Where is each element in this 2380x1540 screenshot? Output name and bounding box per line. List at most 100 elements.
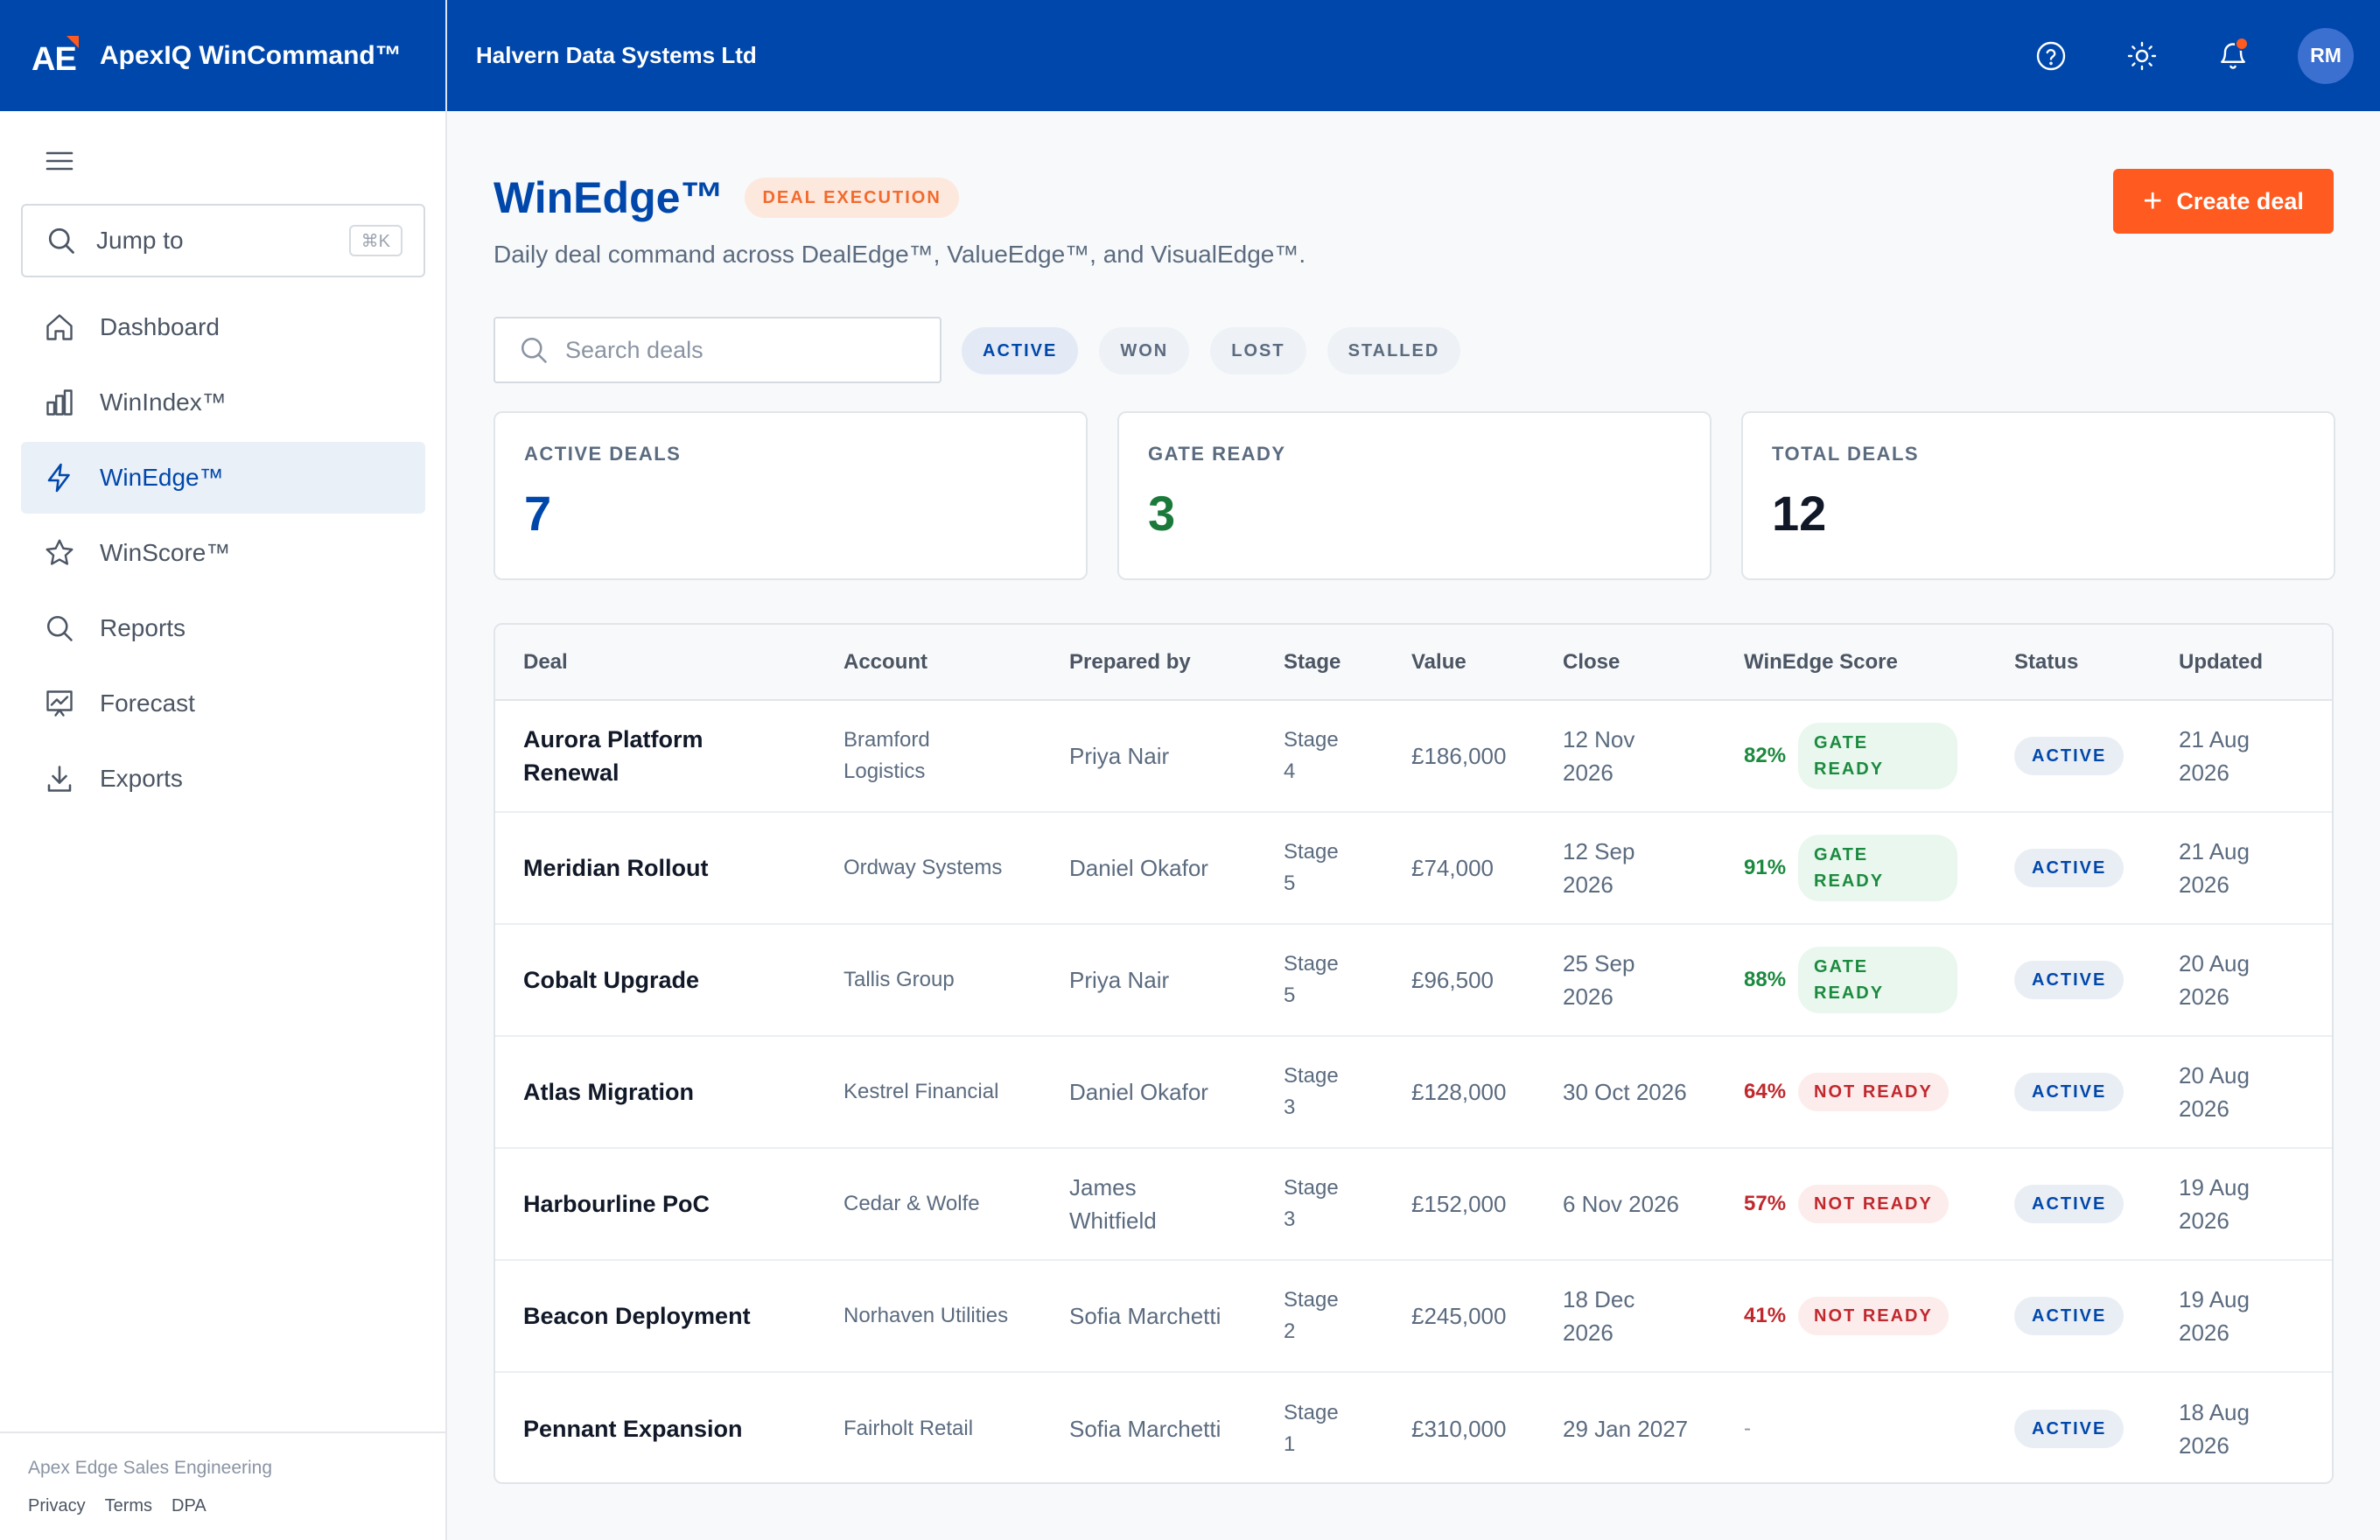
notifications-button[interactable]: [2207, 30, 2259, 82]
org-name: Halvern Data Systems Ltd: [476, 42, 757, 68]
status-badge: ACTIVE: [2014, 1185, 2124, 1223]
deal-name[interactable]: Meridian Rollout: [523, 855, 709, 881]
column-header-deal[interactable]: Deal: [495, 625, 816, 701]
table-row[interactable]: Harbourline PoC Cedar & Wolfe James Whit…: [495, 1148, 2332, 1260]
deal-name[interactable]: Aurora Platform Renewal: [523, 726, 704, 786]
filter-chip-won[interactable]: WON: [1099, 327, 1190, 374]
brand[interactable]: AE ApexIQ WinCommand™: [0, 0, 447, 111]
menu-toggle-button[interactable]: [44, 148, 75, 174]
column-header-score[interactable]: WinEdge Score: [1716, 625, 1986, 701]
column-header-stage[interactable]: Stage: [1256, 625, 1383, 701]
prepared-by: Sofia Marchetti: [1069, 1303, 1222, 1329]
sidebar: Jump to ⌘K Dashboard WinIndex™ WinEdge™: [0, 111, 447, 1540]
readiness-badge: NOT READY: [1798, 1073, 1949, 1111]
deal-stage: Stage 3: [1284, 1064, 1339, 1119]
user-avatar[interactable]: RM: [2298, 27, 2354, 84]
help-button[interactable]: [2025, 30, 2077, 82]
logo-accent: [66, 35, 79, 48]
status-badge: ACTIVE: [2014, 737, 2124, 775]
prepared-by: Daniel Okafor: [1069, 1079, 1208, 1105]
deal-name[interactable]: Atlas Migration: [523, 1079, 695, 1105]
deal-value: £310,000: [1411, 1415, 1507, 1442]
prepared-by: James Whitfield: [1069, 1174, 1157, 1234]
deal-name[interactable]: Cobalt Upgrade: [523, 967, 700, 993]
score-percent: 57%: [1744, 1192, 1787, 1215]
company-name: Apex Edge Sales Engineering: [28, 1458, 273, 1478]
prepared-by: Sofia Marchetti: [1069, 1415, 1222, 1442]
deal-value: £128,000: [1411, 1079, 1507, 1105]
filter-chip-stalled[interactable]: STALLED: [1326, 327, 1461, 374]
sidebar-item-reports[interactable]: Reports: [21, 592, 425, 664]
column-header-prepared-by[interactable]: Prepared by: [1041, 625, 1256, 701]
theme-toggle-button[interactable]: [2116, 30, 2168, 82]
account-name: Fairholt Retail: [844, 1416, 974, 1440]
create-deal-button[interactable]: + Create deal: [2113, 169, 2334, 234]
winedge-score: 57% NOT READY: [1716, 1148, 1986, 1260]
sidebar-item-winedge[interactable]: WinEdge™: [21, 442, 425, 514]
terms-link[interactable]: Terms: [104, 1496, 153, 1516]
sidebar-item-dashboard[interactable]: Dashboard: [21, 291, 425, 363]
sidebar-item-forecast[interactable]: Forecast: [21, 668, 425, 739]
deal-name[interactable]: Pennant Expansion: [523, 1415, 743, 1442]
stat-card-total-deals: TOTAL DEALS 12: [1741, 411, 2335, 580]
status-cell: ACTIVE: [1986, 924, 2151, 1036]
account-name: Kestrel Financial: [844, 1080, 999, 1103]
deal-name[interactable]: Harbourline PoC: [523, 1191, 710, 1217]
sidebar-item-label: Exports: [100, 765, 183, 792]
column-header-updated[interactable]: Updated: [2151, 625, 2332, 701]
sidebar-item-exports[interactable]: Exports: [21, 743, 425, 815]
stat-label: TOTAL DEALS: [1772, 443, 1920, 465]
sidebar-item-label: WinIndex™: [100, 388, 227, 416]
notification-dot: [2235, 36, 2249, 51]
shortcut-hint: ⌘K: [348, 225, 402, 256]
deal-value: £96,500: [1411, 967, 1494, 993]
dpa-link[interactable]: DPA: [172, 1496, 206, 1516]
stat-card-gate-ready: GATE READY 3: [1117, 411, 1712, 580]
status-badge: ACTIVE: [2014, 961, 2124, 999]
status-filters: ACTIVE WON LOST STALLED: [962, 327, 1461, 374]
sidebar-item-winscore[interactable]: WinScore™: [21, 517, 425, 589]
readiness-badge: GATE READY: [1798, 723, 1958, 789]
help-icon: [2036, 41, 2066, 70]
deal-stage: Stage 5: [1284, 840, 1339, 895]
stat-cards: ACTIVE DEALS 7 GATE READY 3 TOTAL DEALS …: [494, 411, 2335, 580]
winedge-score: 64% NOT READY: [1716, 1036, 1986, 1148]
search-input[interactable]: [565, 336, 915, 364]
status-cell: ACTIVE: [1986, 812, 2151, 924]
winedge-score: 82% GATE READY: [1716, 700, 1986, 812]
close-date: 12 Nov 2026: [1563, 726, 1635, 786]
updated-date: 20 Aug 2026: [2179, 950, 2250, 1010]
table-row[interactable]: Pennant Expansion Fairholt Retail Sofia …: [495, 1372, 2332, 1482]
deal-stage: Stage 2: [1284, 1288, 1339, 1343]
deal-stage: Stage 4: [1284, 728, 1339, 783]
privacy-link[interactable]: Privacy: [28, 1496, 86, 1516]
main-content: WinEdge™ DEAL EXECUTION Daily deal comma…: [449, 111, 2380, 1540]
sidebar-item-winindex[interactable]: WinIndex™: [21, 367, 425, 438]
column-header-close[interactable]: Close: [1535, 625, 1716, 701]
table-row[interactable]: Aurora Platform Renewal Bramford Logisti…: [495, 700, 2332, 812]
deal-name[interactable]: Beacon Deployment: [523, 1303, 751, 1329]
updated-date: 18 Aug 2026: [2179, 1398, 2250, 1459]
filter-chip-lost[interactable]: LOST: [1210, 327, 1306, 374]
column-header-status[interactable]: Status: [1986, 625, 2151, 701]
close-date: 12 Sep 2026: [1563, 838, 1635, 898]
column-header-value[interactable]: Value: [1383, 625, 1535, 701]
stat-value: 3: [1148, 486, 1176, 541]
sidebar-item-label: WinScore™: [100, 539, 231, 566]
deal-stage: Stage 5: [1284, 952, 1339, 1007]
updated-date: 19 Aug 2026: [2179, 1286, 2250, 1346]
table-row[interactable]: Beacon Deployment Norhaven Utilities Sof…: [495, 1260, 2332, 1372]
search-icon: [42, 611, 77, 646]
table-row[interactable]: Atlas Migration Kestrel Financial Daniel…: [495, 1036, 2332, 1148]
logo-text: AE: [32, 40, 77, 78]
column-header-account[interactable]: Account: [816, 625, 1041, 701]
filter-chip-active[interactable]: ACTIVE: [962, 327, 1079, 374]
winedge-score: 41% NOT READY: [1716, 1260, 1986, 1372]
table-row[interactable]: Meridian Rollout Ordway Systems Daniel O…: [495, 812, 2332, 924]
jump-to-search[interactable]: Jump to ⌘K: [21, 204, 425, 277]
theme-sun-icon: [2127, 41, 2157, 70]
sidebar-item-label: Forecast: [100, 690, 195, 717]
bell-icon: [2221, 42, 2245, 69]
table-row[interactable]: Cobalt Upgrade Tallis Group Priya Nair S…: [495, 924, 2332, 1036]
lightning-icon: [42, 460, 77, 495]
